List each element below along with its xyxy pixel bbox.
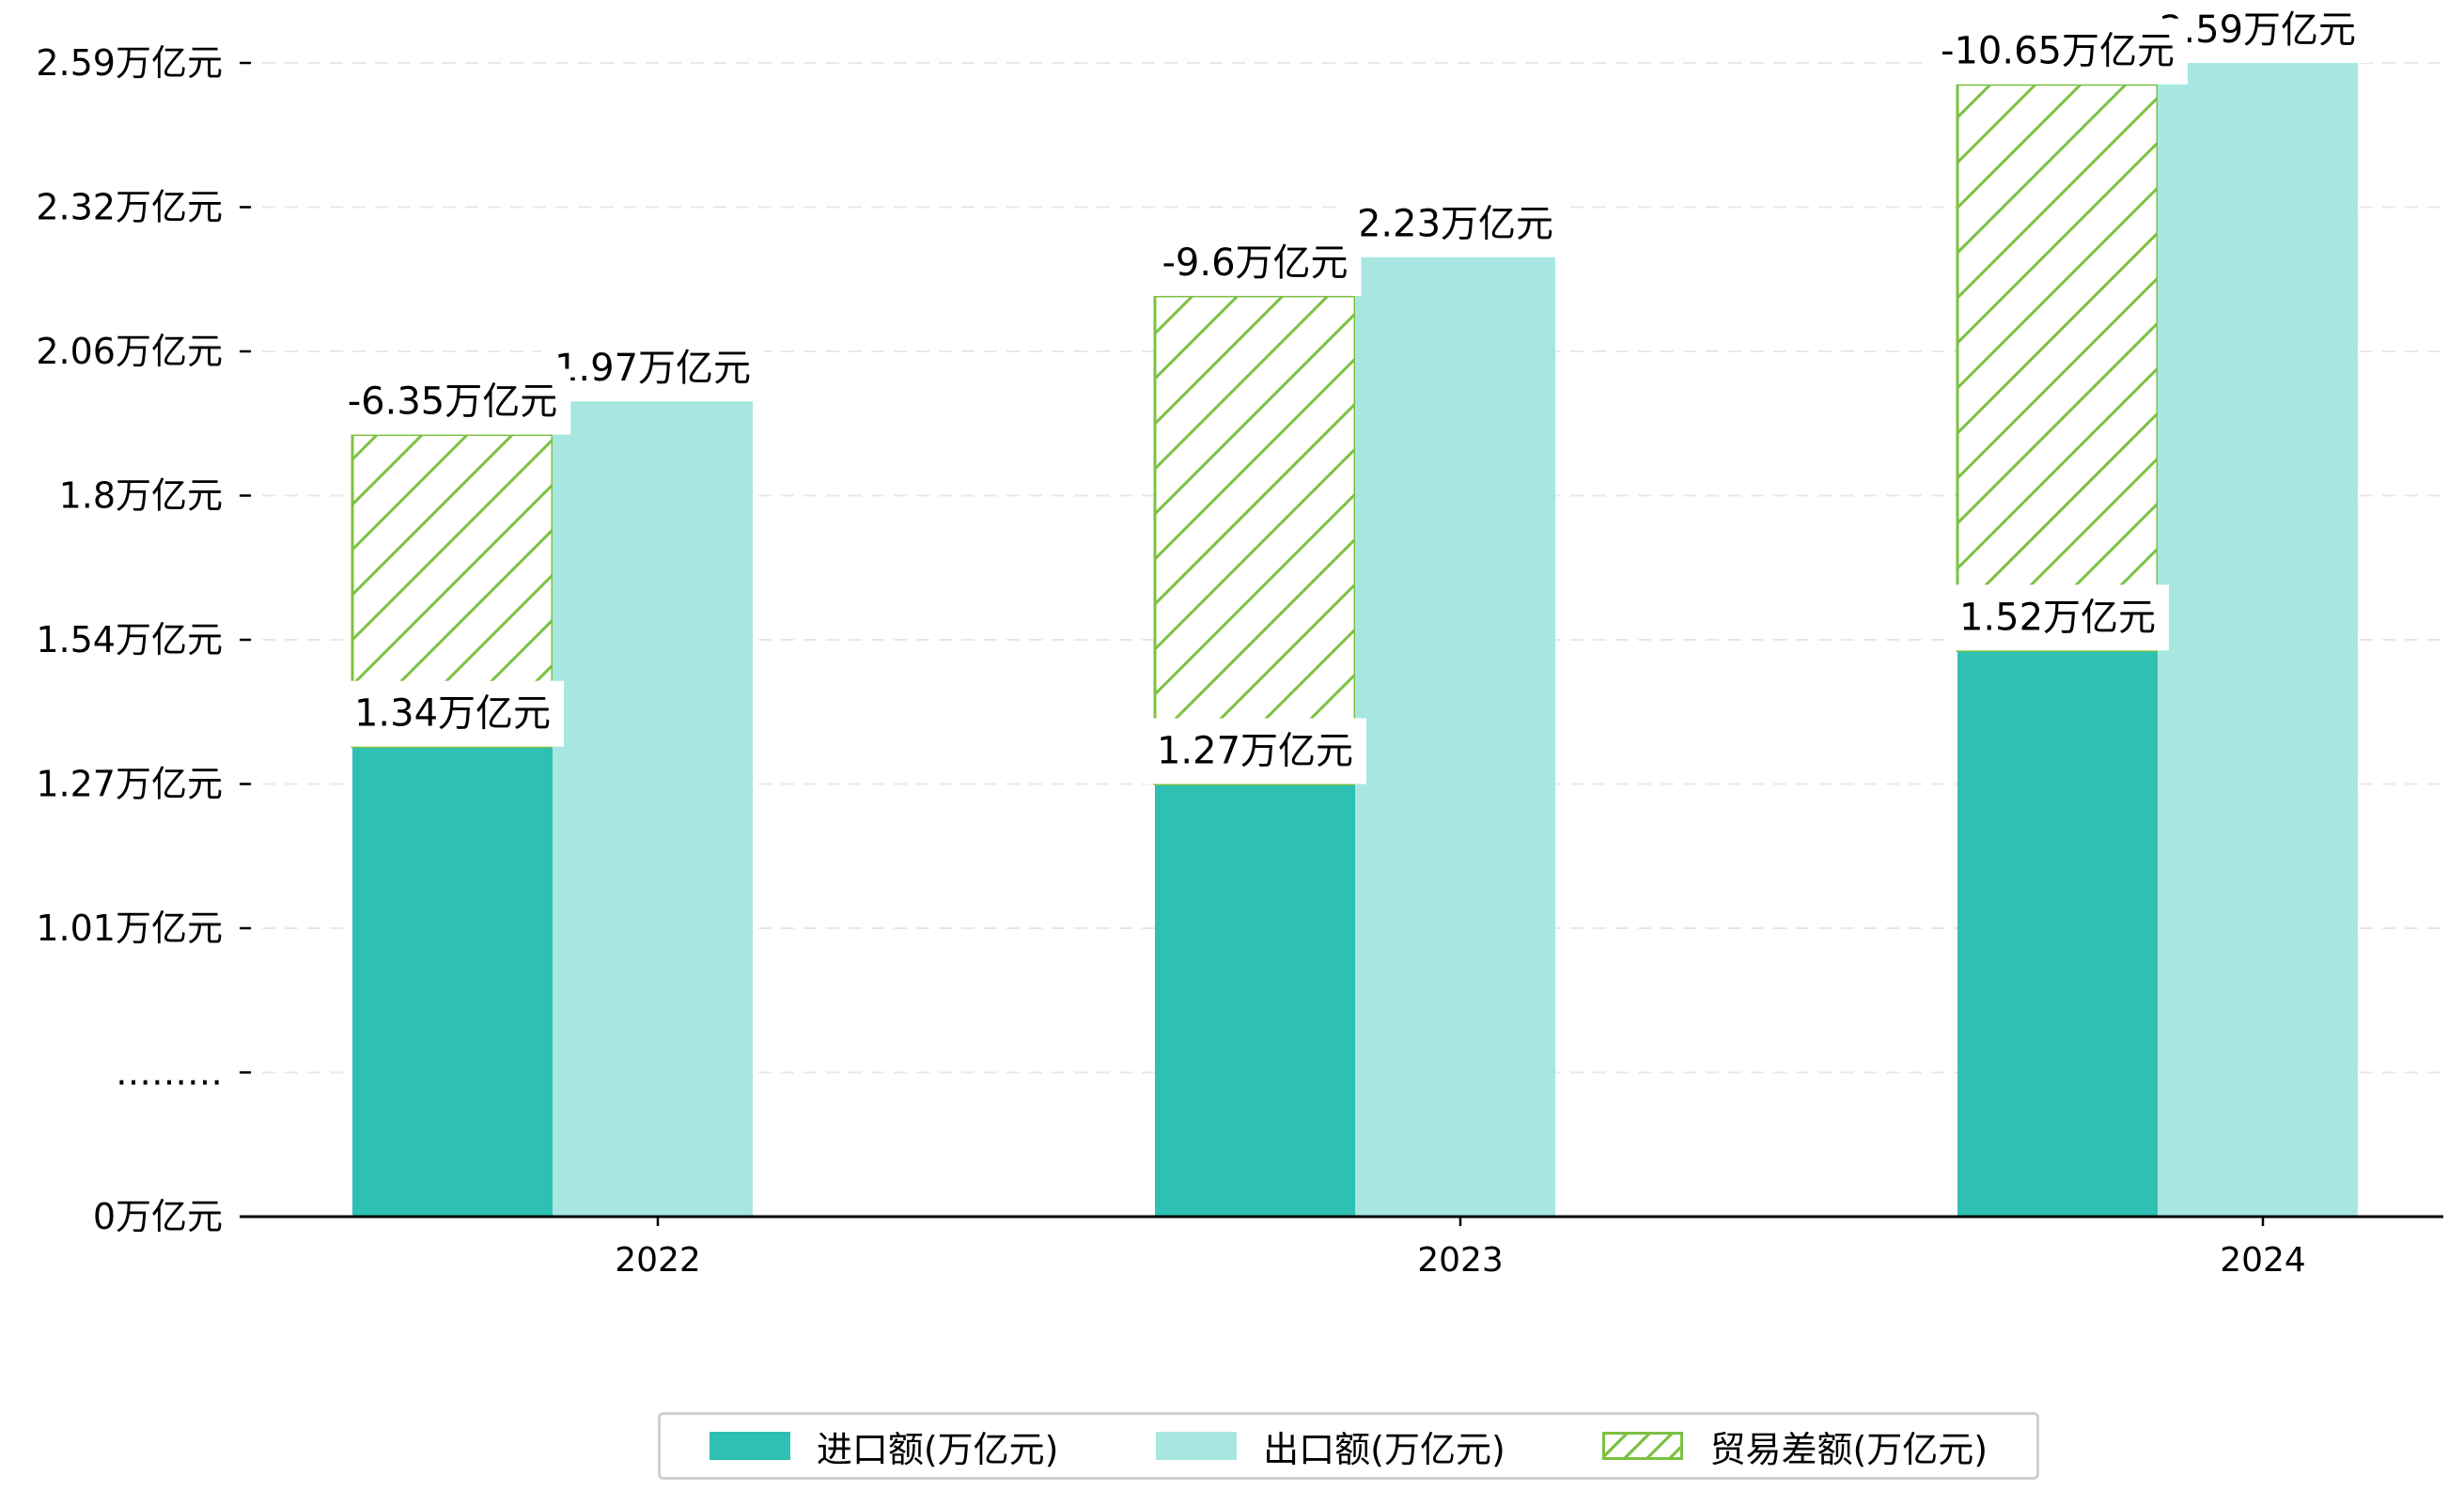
bar-export — [2158, 63, 2358, 1217]
label-balance-bg — [334, 368, 571, 435]
y-tick-label: 2.32万亿元 — [36, 187, 223, 228]
label-import-group: 1.34万亿元 — [340, 680, 565, 747]
label-import-bg — [1143, 718, 1367, 784]
label-balance: -6.35万亿元 — [348, 380, 558, 424]
label-import: 1.27万亿元 — [1157, 730, 1353, 773]
x-tick-label: 2023 — [1417, 1241, 1504, 1280]
legend-item-export: 出口额(万亿元) — [1156, 1421, 1505, 1472]
y-tick-label: 2.06万亿元 — [36, 331, 223, 372]
y-tick-label: 1.54万亿元 — [36, 619, 223, 660]
bar-balance — [1153, 294, 1357, 785]
label-balance: -10.65万亿元 — [1941, 30, 2175, 73]
y-tick-label: ……… — [116, 1052, 223, 1094]
label-export-bg — [1343, 191, 1567, 257]
label-import-bg — [1945, 584, 2170, 651]
label-balance-bg — [1148, 229, 1362, 296]
label-export: 1.97万亿元 — [554, 347, 751, 390]
axes: 0万亿元 ……… 1.01万亿元 1.27万亿元 1.54万亿元 1.8万亿元 2.06万亿… — [36, 42, 2443, 1280]
bar-export — [1355, 256, 1555, 1217]
bar-import — [1155, 784, 1355, 1217]
label-import: 1.52万亿元 — [1959, 596, 2156, 639]
y-tick-label: 1.27万亿元 — [36, 764, 223, 805]
label-balance-group: -6.35万亿元 — [334, 368, 571, 435]
label-export-group: 2.23万亿元 — [1343, 191, 1567, 257]
x-tick-label: 2022 — [615, 1241, 701, 1280]
label-balance-group: -9.6万亿元 — [1148, 229, 1362, 296]
legend-item-import: 进口额(万亿元) — [709, 1421, 1059, 1472]
label-export-group: 2.59万亿元 — [2145, 0, 2370, 63]
label-balance: -9.6万亿元 — [1162, 241, 1348, 285]
legend: 进口额(万亿元) 出口额(万亿元) 贸易差额(万亿元) — [658, 1412, 2039, 1480]
label-export-bg — [540, 335, 765, 402]
y-tick-label: 1.01万亿元 — [36, 908, 223, 949]
legend-label-balance: 贸易差额(万亿元) — [1709, 1428, 1988, 1470]
bar-balance — [1956, 83, 2160, 652]
label-import-group: 1.52万亿元 — [1945, 584, 2170, 651]
bar-import — [1957, 650, 2158, 1217]
bar-import — [352, 746, 553, 1217]
legend-label-import: 进口额(万亿元) — [816, 1428, 1059, 1470]
y-tick-label: 2.59万亿元 — [36, 42, 223, 84]
legend-item-balance: 贸易差额(万亿元) — [1602, 1421, 1988, 1472]
label-export: 2.59万亿元 — [2160, 8, 2356, 52]
label-import-group: 1.27万亿元 — [1143, 718, 1367, 784]
data-labels: 1.97万亿元-6.35万亿元 1.34万亿元 2.23万亿元-9.6万亿元 1.27… — [334, 0, 2370, 784]
label-balance-group: -10.65万亿元 — [1927, 18, 2188, 85]
label-export: 2.23万亿元 — [1357, 203, 1553, 246]
bar-export — [553, 401, 753, 1217]
label-balance-bg — [1927, 18, 2188, 85]
legend-swatch-export — [1156, 1432, 1238, 1460]
x-tick-label: 2024 — [2220, 1241, 2306, 1280]
legend-swatch-import — [709, 1432, 790, 1460]
y-tick-label: 1.8万亿元 — [59, 475, 223, 517]
legend-swatch-balance — [1602, 1432, 1684, 1460]
label-import-bg — [340, 680, 565, 747]
y-tick-label: 0万亿元 — [93, 1196, 223, 1237]
legend-label-export: 出口额(万亿元) — [1263, 1428, 1505, 1470]
label-import: 1.34万亿元 — [354, 692, 551, 736]
label-export-group: 1.97万亿元 — [540, 335, 765, 402]
